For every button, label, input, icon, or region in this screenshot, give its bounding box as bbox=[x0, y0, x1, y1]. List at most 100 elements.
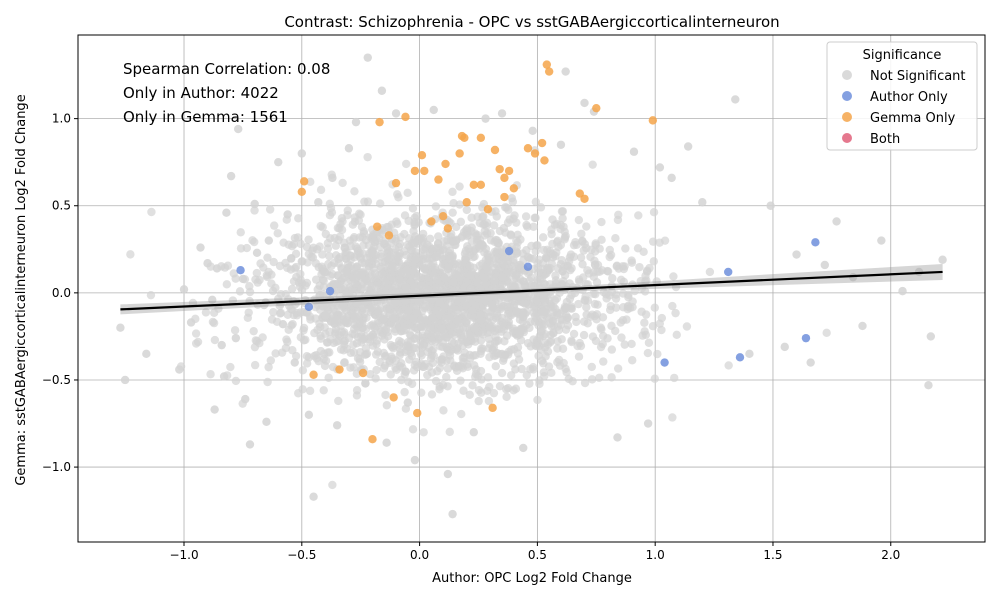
legend-box bbox=[826, 41, 978, 151]
point-gemma-only bbox=[375, 117, 384, 127]
y-tick-label: 1.0 bbox=[52, 112, 71, 126]
cloud-point bbox=[502, 385, 511, 394]
cloud-point bbox=[628, 297, 637, 306]
cloud-point bbox=[580, 295, 589, 305]
cloud-point bbox=[325, 252, 334, 261]
cloud-point bbox=[538, 233, 548, 242]
cloud-point bbox=[620, 340, 629, 349]
cloud-point bbox=[411, 255, 420, 264]
cloud-point bbox=[500, 337, 509, 346]
cloud-point bbox=[668, 413, 677, 422]
cloud-point bbox=[459, 386, 468, 395]
cloud-point bbox=[340, 238, 349, 248]
point-gemma-only bbox=[476, 180, 486, 190]
cloud-point bbox=[498, 259, 508, 268]
cloud-point bbox=[352, 299, 362, 308]
cloud-point bbox=[201, 308, 211, 317]
cloud-point bbox=[405, 242, 414, 251]
cloud-point bbox=[428, 358, 438, 368]
cloud-point bbox=[371, 250, 381, 260]
cloud-point bbox=[209, 318, 219, 328]
cloud-point bbox=[470, 324, 480, 334]
cloud-point bbox=[389, 276, 398, 286]
cloud-point bbox=[613, 215, 623, 225]
cloud-point bbox=[410, 221, 419, 230]
cloud-point bbox=[434, 232, 443, 241]
cloud-point bbox=[650, 374, 660, 383]
point-not-significant bbox=[252, 248, 262, 257]
cloud-point bbox=[405, 330, 415, 339]
x-tick-label: 0.5 bbox=[528, 548, 547, 562]
cloud-point bbox=[581, 243, 591, 253]
point-not-significant bbox=[643, 419, 653, 428]
cloud-point bbox=[607, 321, 616, 331]
cloud-point bbox=[249, 326, 258, 336]
cloud-point bbox=[388, 261, 397, 271]
cloud-point bbox=[440, 332, 450, 341]
cloud-point bbox=[126, 250, 135, 259]
cloud-point bbox=[518, 292, 527, 301]
cloud-point bbox=[509, 386, 518, 395]
point-gemma-only bbox=[427, 217, 436, 226]
cloud-point bbox=[682, 322, 692, 331]
cloud-point bbox=[579, 330, 589, 340]
cloud-point bbox=[619, 277, 629, 287]
cloud-point bbox=[426, 324, 435, 333]
cloud-point bbox=[302, 242, 312, 252]
point-not-significant bbox=[629, 147, 639, 156]
cloud-point bbox=[491, 348, 501, 358]
point-not-significant bbox=[314, 198, 323, 207]
cloud-point bbox=[191, 329, 201, 338]
point-not-significant bbox=[469, 428, 478, 437]
cloud-point bbox=[471, 351, 480, 360]
cloud-point bbox=[263, 253, 272, 262]
cloud-point bbox=[525, 379, 534, 388]
cloud-point bbox=[315, 290, 325, 300]
legend-label: Both bbox=[870, 132, 900, 147]
point-gemma-only bbox=[335, 365, 344, 374]
point-not-significant bbox=[792, 250, 801, 259]
cloud-point bbox=[408, 425, 418, 434]
cloud-point bbox=[339, 300, 348, 309]
cloud-point bbox=[473, 278, 482, 287]
cloud-point bbox=[598, 339, 607, 349]
cloud-point bbox=[412, 357, 421, 367]
cloud-point bbox=[558, 214, 567, 223]
cloud-point bbox=[591, 336, 601, 346]
cloud-point bbox=[705, 267, 715, 277]
point-not-significant bbox=[698, 198, 707, 207]
point-gemma-only bbox=[389, 393, 398, 402]
cloud-point bbox=[306, 315, 315, 324]
cloud-point bbox=[607, 373, 616, 382]
cloud-point bbox=[437, 324, 446, 333]
cloud-point bbox=[462, 205, 471, 215]
cloud-point bbox=[401, 282, 411, 291]
cloud-point bbox=[298, 366, 308, 375]
cloud-point bbox=[671, 308, 680, 318]
cloud-point bbox=[275, 261, 285, 271]
cloud-point bbox=[400, 211, 410, 220]
cloud-point bbox=[293, 233, 302, 242]
cloud-point bbox=[490, 237, 499, 247]
cloud-point bbox=[578, 236, 587, 246]
cloud-point bbox=[387, 352, 396, 361]
cloud-point bbox=[312, 354, 321, 363]
point-gemma-only bbox=[438, 211, 448, 221]
cloud-point bbox=[443, 382, 452, 391]
cloud-point bbox=[456, 376, 465, 385]
legend-marker bbox=[842, 112, 852, 122]
legend: Significance Not Significant Author Only G… bbox=[826, 41, 978, 151]
cloud-point bbox=[657, 325, 666, 335]
point-not-significant bbox=[497, 109, 507, 118]
point-gemma-only bbox=[540, 156, 549, 165]
cloud-point bbox=[289, 277, 299, 286]
point-not-significant bbox=[142, 349, 151, 359]
cloud-point bbox=[554, 242, 563, 252]
cloud-point bbox=[408, 204, 418, 213]
cloud-point bbox=[484, 255, 493, 265]
point-author-only bbox=[236, 266, 245, 275]
cloud-point bbox=[286, 265, 296, 274]
point-gemma-only bbox=[391, 178, 401, 188]
point-gemma-only bbox=[483, 205, 493, 214]
legend-label: Not Significant bbox=[870, 69, 966, 84]
